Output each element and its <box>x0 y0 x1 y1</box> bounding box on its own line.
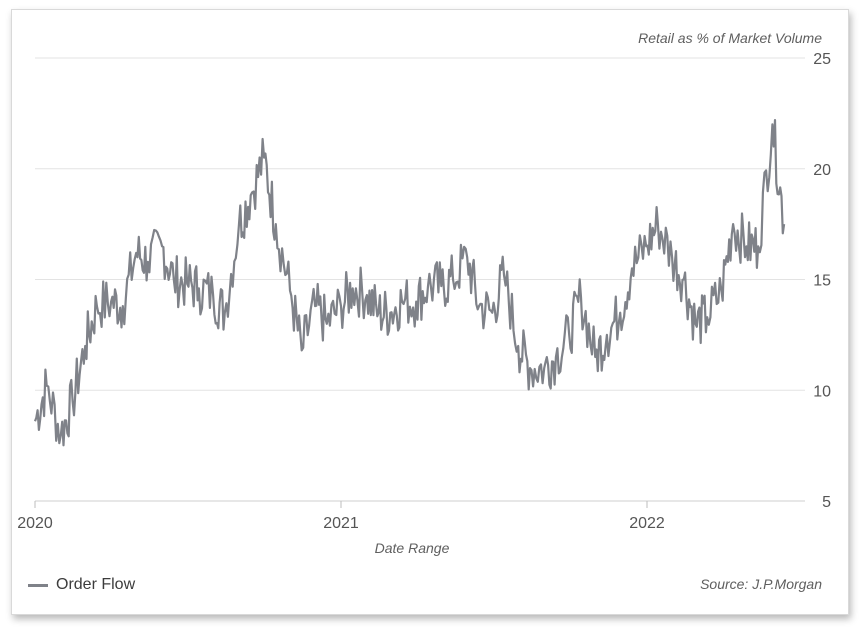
y-axis-title: Retail as % of Market Volume <box>638 30 822 46</box>
x-tick-label: 2020 <box>17 515 53 532</box>
y-tick-label: 15 <box>813 273 831 290</box>
x-tick-label: 2021 <box>323 515 359 532</box>
y-tick-label: 5 <box>822 494 831 511</box>
x-axis-title: Date Range <box>374 540 450 556</box>
source-note: Source: J.P.Morgan <box>700 576 822 592</box>
order-flow-line <box>33 119 786 447</box>
y-tick-label: 20 <box>813 162 831 179</box>
x-tick-label: 2022 <box>629 515 665 532</box>
y-tick-label: 25 <box>813 51 831 68</box>
legend-line-swatch <box>28 583 48 587</box>
chart-canvas: 5 10 15 20 25 2020 2021 2022 <box>17 51 831 532</box>
legend-label: Order Flow <box>56 576 136 593</box>
tick-labels: 5 10 15 20 25 2020 2021 2022 <box>17 51 831 532</box>
y-tick-label: 10 <box>813 383 831 400</box>
legend: Order Flow <box>28 576 135 594</box>
chart-card: 5 10 15 20 25 2020 2021 2022 Retail as % of Mar… <box>11 9 849 615</box>
